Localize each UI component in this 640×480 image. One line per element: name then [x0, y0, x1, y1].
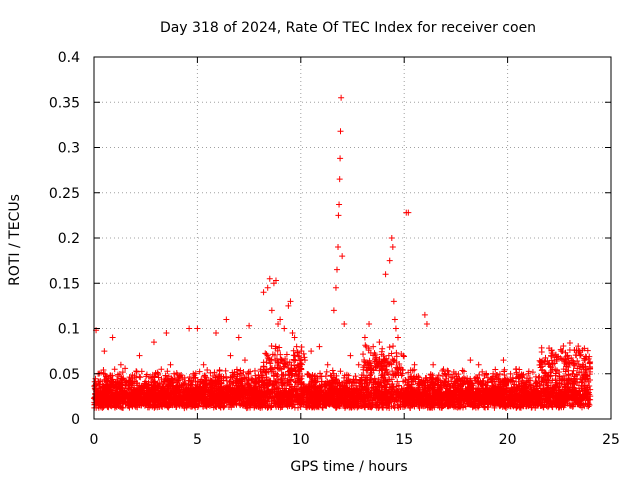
data-point: [288, 376, 295, 383]
data-point: [548, 347, 555, 354]
data-point: [560, 343, 567, 350]
data-point: [566, 347, 573, 354]
data-point: [204, 367, 211, 374]
data-point: [133, 368, 140, 375]
data-point: [276, 344, 283, 351]
data-point: [97, 378, 104, 385]
data-point: [562, 368, 569, 375]
data-point: [237, 367, 244, 374]
data-point: [186, 373, 193, 380]
data-point: [415, 382, 422, 389]
data-point: [220, 403, 227, 410]
data-point: [271, 351, 278, 358]
data-point: [459, 367, 466, 374]
data-point: [444, 367, 451, 374]
data-point: [290, 347, 297, 354]
data-point: [364, 380, 371, 387]
data-point: [290, 356, 297, 363]
data-point: [390, 343, 397, 350]
data-point: [389, 368, 396, 375]
data-point: [398, 364, 405, 371]
chart-title: Day 318 of 2024, Rate Of TEC Index for r…: [160, 20, 536, 36]
data-point: [124, 385, 131, 392]
data-point: [240, 369, 247, 376]
data-point: [173, 369, 180, 376]
data-point: [212, 403, 219, 410]
data-point: [274, 347, 281, 354]
data-point: [394, 378, 401, 385]
data-point: [492, 366, 499, 373]
data-point: [362, 342, 369, 349]
data-point: [586, 371, 593, 378]
data-point: [260, 359, 267, 366]
data-point: [576, 369, 583, 376]
data-points: [91, 94, 594, 412]
data-point: [222, 367, 229, 374]
data-point: [292, 357, 299, 364]
data-point: [548, 357, 555, 364]
data-point: [337, 368, 344, 375]
data-point: [263, 374, 270, 381]
data-point: [178, 371, 185, 378]
data-point: [501, 366, 508, 373]
data-point: [569, 370, 576, 377]
data-point: [158, 366, 165, 373]
data-point: [223, 377, 230, 384]
data-point: [435, 372, 442, 379]
data-point: [393, 359, 400, 366]
data-point: [538, 349, 545, 356]
data-point: [583, 367, 590, 374]
data-point: [323, 368, 330, 375]
grid-lines: [94, 57, 611, 419]
data-point: [329, 367, 336, 374]
data-point: [327, 372, 334, 379]
data-point: [577, 351, 584, 358]
data-point: [479, 368, 486, 375]
data-point: [507, 370, 514, 377]
data-point: [216, 367, 223, 374]
data-point: [122, 365, 129, 372]
data-point: [170, 370, 177, 377]
data-point: [360, 351, 367, 358]
data-point: [164, 368, 171, 375]
data-point: [386, 344, 393, 351]
data-point: [147, 375, 154, 382]
data-point: [192, 374, 199, 381]
data-point: [119, 375, 126, 382]
data-point: [283, 351, 290, 358]
data-point: [476, 371, 483, 378]
data-point: [385, 371, 392, 378]
data-point: [580, 362, 587, 369]
